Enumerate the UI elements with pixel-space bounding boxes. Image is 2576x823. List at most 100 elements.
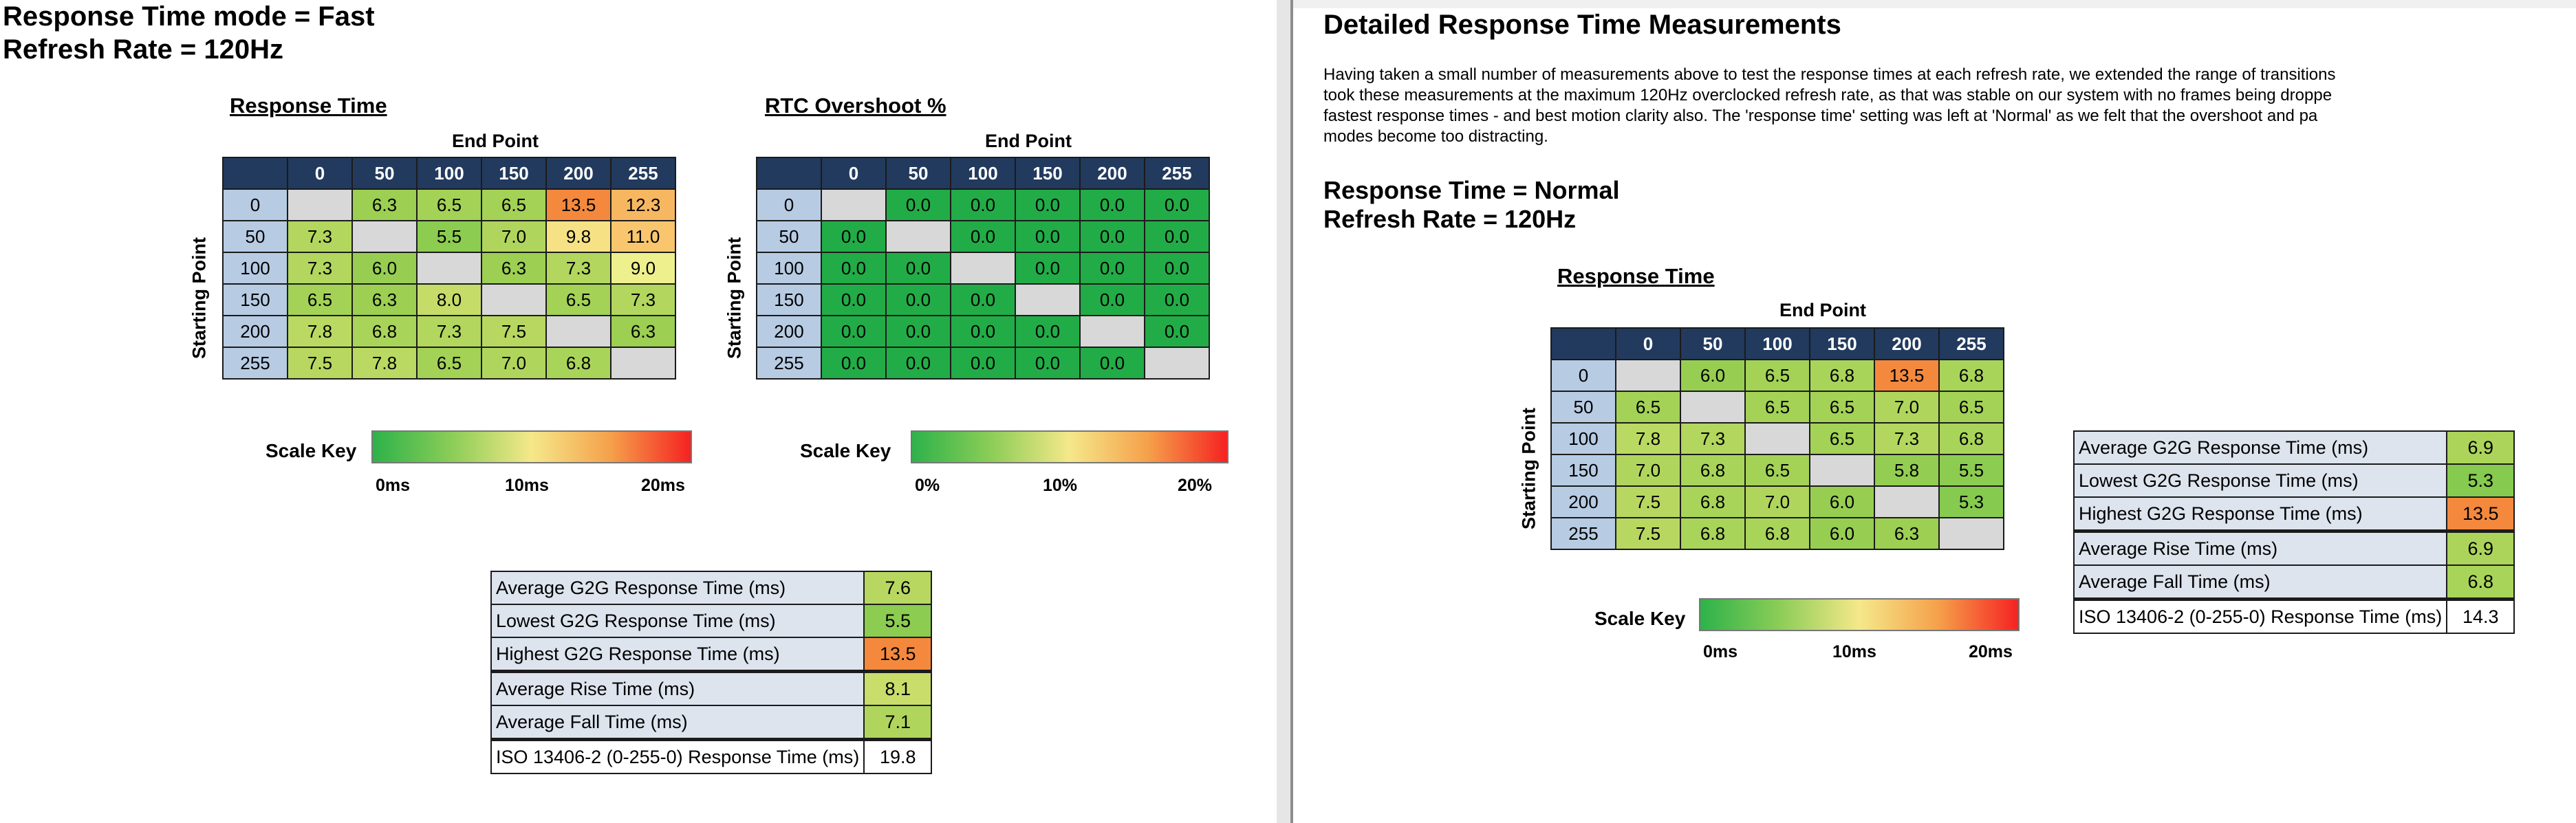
overshoot-table: 0 50 100 150 200 255 0 0.0 0.0 0.0 0.0 0.0 50 0.0 0.0 0…: [756, 157, 1210, 380]
right-mode-heading: Response Time = Normal Refresh Rate = 12…: [1323, 176, 1620, 234]
table-row: 200 0.0 0.0 0.0 0.0 0.0: [756, 315, 1210, 348]
diagonal-blank-cell: [1680, 391, 1746, 424]
stat-label: Average Fall Time (ms): [490, 705, 865, 740]
stats-row: Highest G2G Response Time (ms) 13.5: [490, 637, 933, 672]
measurement-cell: 6.8: [1680, 517, 1746, 550]
overshoot-starting-point-label: Starting Point: [724, 237, 745, 359]
left-document-pane[interactable]: Response Time mode = Fast Refresh Rate =…: [0, 0, 1276, 823]
measurement-cell: 7.0: [1744, 485, 1810, 518]
right-mode-line-2: Refresh Rate = 120Hz: [1323, 205, 1577, 233]
row-header: 100: [222, 252, 288, 285]
right-scale-gradient: [1699, 598, 2020, 631]
measurement-cell: 7.8: [287, 315, 353, 348]
measurement-cell: 0.0: [1015, 188, 1081, 221]
summary-stats-table: Average G2G Response Time (ms) 7.6 Lowest …: [490, 571, 933, 774]
measurement-cell: 7.3: [610, 283, 676, 316]
right-scale-key-label: Scale Key: [1594, 608, 1686, 629]
measurement-cell: 0.0: [1015, 252, 1081, 285]
measurement-cell: 7.8: [351, 347, 418, 380]
measurement-cell: 6.8: [1809, 359, 1875, 392]
paragraph-line-2: took these measurements at the maximum 1…: [1323, 86, 2333, 105]
stat-value: 5.3: [2446, 463, 2515, 498]
measurement-cell: 7.0: [481, 220, 547, 253]
measurement-cell: 7.0: [1874, 391, 1940, 424]
diagonal-blank-cell: [1615, 359, 1681, 392]
measurement-cell: 7.8: [1615, 422, 1681, 455]
right-response-time-caption: Response Time: [1557, 264, 1715, 288]
measurement-cell: 6.5: [1809, 422, 1875, 455]
scale-key-label: Scale Key: [266, 440, 357, 461]
diagonal-blank-cell: [1809, 454, 1875, 487]
measurement-cell: 6.8: [1680, 485, 1746, 518]
diagonal-blank-cell: [545, 315, 611, 348]
measurement-cell: 6.3: [481, 252, 547, 285]
paragraph-line-4: modes become too distracting.: [1323, 127, 1548, 146]
stat-value: 5.5: [863, 604, 933, 638]
overshoot-scale-tick-20: 20%: [1178, 476, 1213, 495]
overshoot-scale-gradient: [911, 430, 1229, 463]
column-header: 0: [821, 157, 887, 190]
pane-divider[interactable]: [1277, 0, 1292, 823]
diagonal-blank-cell: [351, 220, 418, 253]
measurement-cell: 5.8: [1874, 454, 1940, 487]
stat-value: 19.8: [863, 738, 933, 774]
table-row: 150 6.5 6.3 8.0 6.5 7.3: [222, 283, 676, 316]
overshoot-end-point-label: End Point: [985, 131, 1072, 151]
measurement-cell: 0.0: [1015, 220, 1081, 253]
row-header: 255: [756, 347, 822, 380]
measurement-cell: 6.3: [351, 283, 418, 316]
table-row: 0 6.3 6.5 6.5 13.5 12.3: [222, 188, 676, 221]
measurement-cell: 6.0: [1809, 485, 1875, 518]
stat-label: ISO 13406-2 (0-255-0) Response Time (ms): [490, 738, 865, 774]
column-header: 255: [1938, 327, 2004, 360]
stat-label: Average Rise Time (ms): [2072, 529, 2448, 566]
row-header: 150: [1550, 454, 1616, 487]
table-row: 255 7.5 7.8 6.5 7.0 6.8: [222, 347, 676, 380]
stat-label: Highest G2G Response Time (ms): [490, 637, 865, 672]
table-row: 150 7.0 6.8 6.5 5.8 5.5: [1550, 454, 2004, 487]
stats-row: Average Fall Time (ms) 6.8: [2072, 564, 2515, 600]
measurement-cell: 6.5: [1615, 391, 1681, 424]
measurement-cell: 7.3: [545, 252, 611, 285]
table-row: 0 0.0 0.0 0.0 0.0 0.0: [756, 188, 1210, 221]
response-time-caption: Response Time: [230, 94, 387, 118]
table-row: 50 6.5 6.5 6.5 7.0 6.5: [1550, 391, 2004, 424]
column-header: 100: [950, 157, 1016, 190]
measurement-cell: 0.0: [885, 252, 951, 285]
column-header: 50: [351, 157, 418, 190]
paragraph-line-1: Having taken a small number of measureme…: [1323, 65, 2336, 84]
measurement-cell: 0.0: [885, 315, 951, 348]
table-row: 100 0.0 0.0 0.0 0.0 0.0: [756, 252, 1210, 285]
top-strip: [1293, 0, 2576, 8]
measurement-cell: 6.5: [1744, 454, 1810, 487]
column-header: 255: [610, 157, 676, 190]
measurement-cell: 0.0: [1144, 252, 1210, 285]
right-document-pane[interactable]: Detailed Response Time Measurements Havi…: [1293, 0, 2576, 823]
measurement-cell: 7.3: [287, 220, 353, 253]
column-header: 150: [1809, 327, 1875, 360]
column-header: 50: [1680, 327, 1746, 360]
table-row: 100 7.3 6.0 6.3 7.3 9.0: [222, 252, 676, 285]
table-row: 255 0.0 0.0 0.0 0.0 0.0: [756, 347, 1210, 380]
measurement-cell: 6.0: [1680, 359, 1746, 392]
column-header: 150: [1015, 157, 1081, 190]
stat-value: 8.1: [863, 670, 933, 706]
row-header: 50: [1550, 391, 1616, 424]
row-header: 150: [756, 283, 822, 316]
stat-label: Average Rise Time (ms): [490, 670, 865, 706]
measurement-cell: 0.0: [1079, 188, 1145, 221]
measurement-cell: 0.0: [1079, 252, 1145, 285]
mode-line-2: Refresh Rate = 120Hz: [3, 34, 283, 65]
measurement-cell: 6.5: [545, 283, 611, 316]
column-header: 200: [1079, 157, 1145, 190]
measurement-cell: 7.3: [416, 315, 482, 348]
row-header: 200: [1550, 485, 1616, 518]
row-header: 255: [1550, 517, 1616, 550]
measurement-cell: 5.3: [1938, 485, 2004, 518]
column-header: 100: [416, 157, 482, 190]
scale-tick-10: 10ms: [505, 476, 549, 495]
diagonal-blank-cell: [821, 188, 887, 221]
measurement-cell: 0.0: [821, 283, 887, 316]
measurement-cell: 0.0: [950, 315, 1016, 348]
measurement-cell: 7.3: [287, 252, 353, 285]
